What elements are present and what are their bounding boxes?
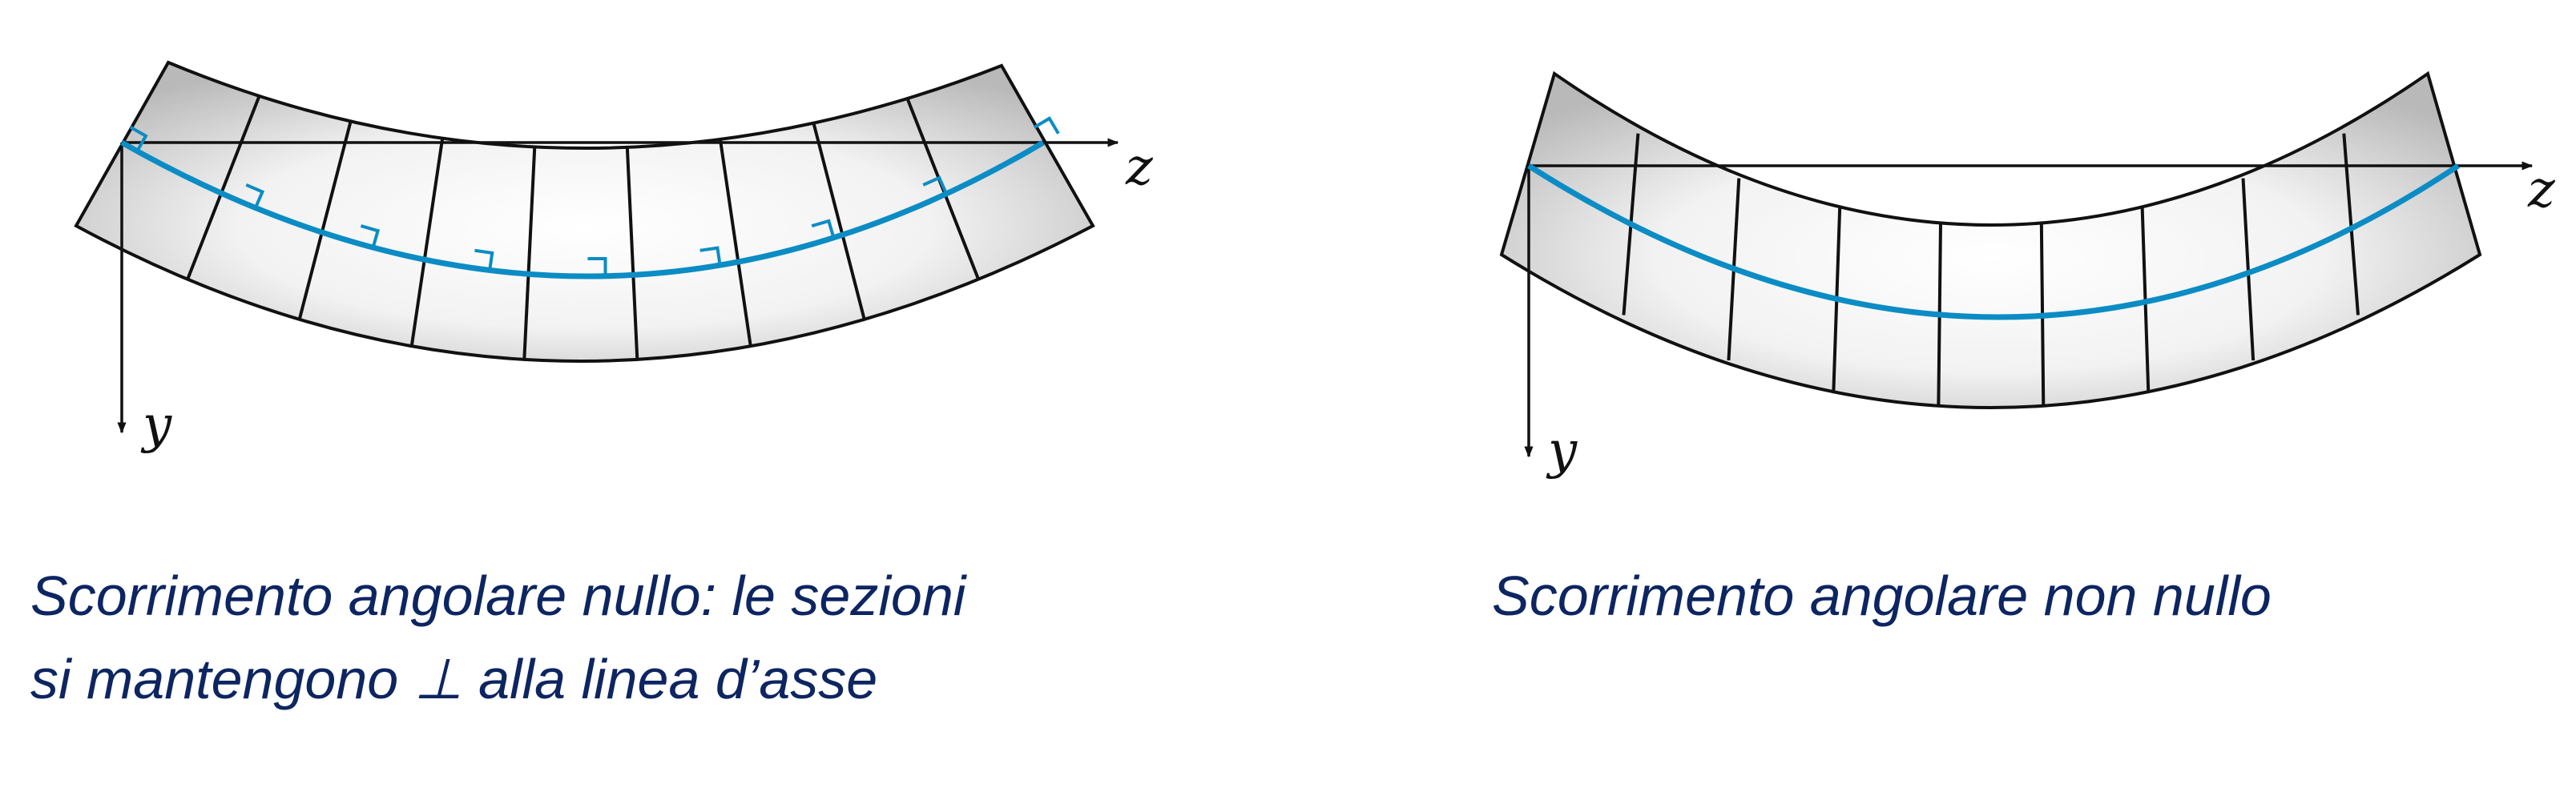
section-line [2342, 133, 2360, 316]
y-axis-label: y [140, 396, 172, 455]
section-line [2241, 178, 2256, 361]
right-angle-marker [811, 219, 836, 239]
section-line [812, 123, 866, 320]
right-angle-marker [474, 248, 494, 271]
right-angle-marker [699, 246, 722, 266]
beam-body [74, 60, 1095, 363]
caption-line: Scorrimento angolare nullo: le sezioni [30, 565, 966, 627]
right-angle-marker [922, 175, 949, 195]
caption-line: si mantengono ⊥ alla linea d’asse [30, 648, 878, 710]
section-line [718, 139, 752, 347]
right-angle-markers [129, 116, 1060, 276]
z-axis-label: z [2527, 160, 2556, 219]
beam-axis-line [1527, 163, 2460, 320]
right-angle-marker [245, 183, 265, 209]
section-line [522, 147, 537, 360]
right-angle-marker [129, 126, 148, 152]
right-angle-marker [587, 257, 607, 276]
beam-axis-line [120, 139, 1045, 279]
caption-zero-shear: Scorrimento angolare nullo: le sezioni s… [30, 554, 965, 721]
caption-nonzero-shear: Scorrimento angolare non nullo [1492, 554, 2272, 637]
section-line [297, 120, 353, 320]
y-axis-label: y [1546, 421, 1578, 480]
beam-body [1499, 70, 2482, 409]
section-line [409, 138, 445, 347]
right-angle-marker [360, 224, 381, 248]
right-angle-marker [1033, 116, 1060, 135]
caption-line: Scorrimento angolare non nullo [1492, 565, 2272, 627]
z-axis-label: z [1125, 138, 1154, 197]
section-line [186, 95, 261, 280]
nonzero-shear-diagram: z y [1499, 70, 2556, 480]
zero-shear-diagram: z y [74, 60, 1154, 455]
section-line [625, 147, 639, 360]
